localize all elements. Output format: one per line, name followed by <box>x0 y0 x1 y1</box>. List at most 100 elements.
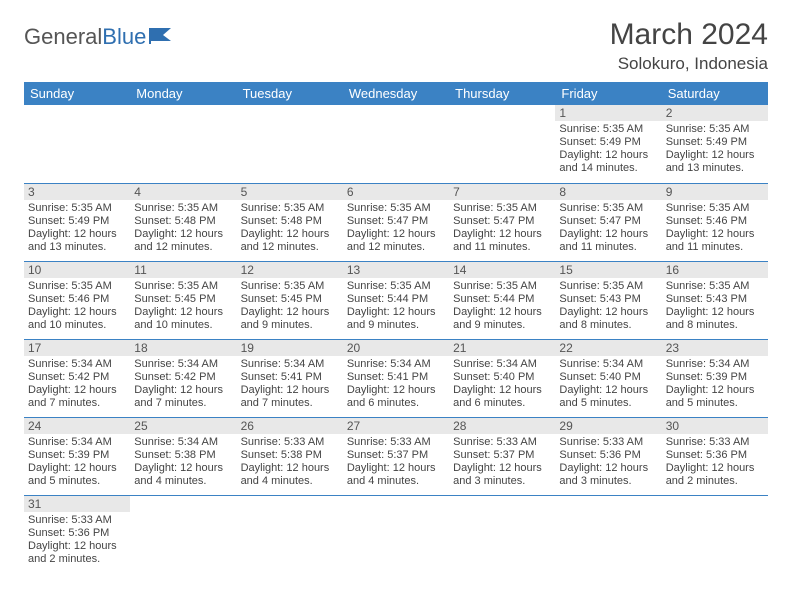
calendar-day-cell <box>130 105 236 183</box>
day-details: Sunrise: 5:35 AMSunset: 5:48 PMDaylight:… <box>130 200 236 256</box>
weekday-header: Wednesday <box>343 82 449 105</box>
daylight-text: Daylight: 12 hours and 4 minutes. <box>134 462 232 488</box>
calendar-day-cell: 16Sunrise: 5:35 AMSunset: 5:43 PMDayligh… <box>662 261 768 339</box>
sunrise-text: Sunrise: 5:35 AM <box>559 123 657 136</box>
daylight-text: Daylight: 12 hours and 10 minutes. <box>28 306 126 332</box>
sunset-text: Sunset: 5:36 PM <box>559 449 657 462</box>
day-number: 1 <box>555 105 661 121</box>
day-number: 9 <box>662 184 768 200</box>
calendar-day-cell: 26Sunrise: 5:33 AMSunset: 5:38 PMDayligh… <box>237 417 343 495</box>
sunset-text: Sunset: 5:36 PM <box>666 449 764 462</box>
day-details: Sunrise: 5:34 AMSunset: 5:42 PMDaylight:… <box>24 356 130 412</box>
daylight-text: Daylight: 12 hours and 3 minutes. <box>453 462 551 488</box>
daylight-text: Daylight: 12 hours and 2 minutes. <box>28 540 126 566</box>
day-number-empty <box>343 105 449 121</box>
sunset-text: Sunset: 5:39 PM <box>666 371 764 384</box>
day-details: Sunrise: 5:34 AMSunset: 5:39 PMDaylight:… <box>24 434 130 490</box>
daylight-text: Daylight: 12 hours and 4 minutes. <box>241 462 339 488</box>
weekday-header: Thursday <box>449 82 555 105</box>
sunrise-text: Sunrise: 5:34 AM <box>241 358 339 371</box>
calendar-day-cell: 18Sunrise: 5:34 AMSunset: 5:42 PMDayligh… <box>130 339 236 417</box>
sunset-text: Sunset: 5:49 PM <box>666 136 764 149</box>
day-details: Sunrise: 5:35 AMSunset: 5:47 PMDaylight:… <box>343 200 449 256</box>
day-number: 10 <box>24 262 130 278</box>
sunrise-text: Sunrise: 5:34 AM <box>453 358 551 371</box>
sunset-text: Sunset: 5:45 PM <box>134 293 232 306</box>
day-number: 16 <box>662 262 768 278</box>
daylight-text: Daylight: 12 hours and 3 minutes. <box>559 462 657 488</box>
sunset-text: Sunset: 5:47 PM <box>347 215 445 228</box>
calendar-day-cell: 1Sunrise: 5:35 AMSunset: 5:49 PMDaylight… <box>555 105 661 183</box>
calendar-day-cell: 9Sunrise: 5:35 AMSunset: 5:46 PMDaylight… <box>662 183 768 261</box>
logo-flag-icon <box>149 26 175 44</box>
calendar-day-cell: 23Sunrise: 5:34 AMSunset: 5:39 PMDayligh… <box>662 339 768 417</box>
sunrise-text: Sunrise: 5:34 AM <box>134 436 232 449</box>
daylight-text: Daylight: 12 hours and 7 minutes. <box>28 384 126 410</box>
sunset-text: Sunset: 5:47 PM <box>559 215 657 228</box>
calendar-day-cell: 6Sunrise: 5:35 AMSunset: 5:47 PMDaylight… <box>343 183 449 261</box>
calendar-day-cell: 8Sunrise: 5:35 AMSunset: 5:47 PMDaylight… <box>555 183 661 261</box>
day-details: Sunrise: 5:35 AMSunset: 5:43 PMDaylight:… <box>662 278 768 334</box>
sunset-text: Sunset: 5:36 PM <box>28 527 126 540</box>
calendar-day-cell: 24Sunrise: 5:34 AMSunset: 5:39 PMDayligh… <box>24 417 130 495</box>
day-details: Sunrise: 5:34 AMSunset: 5:42 PMDaylight:… <box>130 356 236 412</box>
sunrise-text: Sunrise: 5:35 AM <box>347 202 445 215</box>
day-details: Sunrise: 5:35 AMSunset: 5:44 PMDaylight:… <box>343 278 449 334</box>
calendar-day-cell <box>449 105 555 183</box>
daylight-text: Daylight: 12 hours and 5 minutes. <box>559 384 657 410</box>
sunset-text: Sunset: 5:38 PM <box>241 449 339 462</box>
day-details: Sunrise: 5:34 AMSunset: 5:41 PMDaylight:… <box>237 356 343 412</box>
daylight-text: Daylight: 12 hours and 8 minutes. <box>559 306 657 332</box>
sunrise-text: Sunrise: 5:34 AM <box>28 358 126 371</box>
day-details: Sunrise: 5:35 AMSunset: 5:44 PMDaylight:… <box>449 278 555 334</box>
day-number: 21 <box>449 340 555 356</box>
day-details: Sunrise: 5:35 AMSunset: 5:47 PMDaylight:… <box>449 200 555 256</box>
sunrise-text: Sunrise: 5:35 AM <box>134 280 232 293</box>
sunset-text: Sunset: 5:43 PM <box>559 293 657 306</box>
day-number-empty <box>662 496 768 512</box>
calendar-day-cell: 21Sunrise: 5:34 AMSunset: 5:40 PMDayligh… <box>449 339 555 417</box>
sunrise-text: Sunrise: 5:35 AM <box>28 280 126 293</box>
calendar-day-cell: 5Sunrise: 5:35 AMSunset: 5:48 PMDaylight… <box>237 183 343 261</box>
day-number: 19 <box>237 340 343 356</box>
day-number: 13 <box>343 262 449 278</box>
daylight-text: Daylight: 12 hours and 11 minutes. <box>453 228 551 254</box>
calendar-day-cell: 17Sunrise: 5:34 AMSunset: 5:42 PMDayligh… <box>24 339 130 417</box>
day-number: 2 <box>662 105 768 121</box>
sunset-text: Sunset: 5:48 PM <box>134 215 232 228</box>
weekday-header: Monday <box>130 82 236 105</box>
day-number-empty <box>237 496 343 512</box>
calendar-day-cell: 30Sunrise: 5:33 AMSunset: 5:36 PMDayligh… <box>662 417 768 495</box>
calendar-week-row: 24Sunrise: 5:34 AMSunset: 5:39 PMDayligh… <box>24 417 768 495</box>
calendar-day-cell <box>343 495 449 573</box>
day-details: Sunrise: 5:35 AMSunset: 5:46 PMDaylight:… <box>662 200 768 256</box>
calendar-day-cell <box>24 105 130 183</box>
daylight-text: Daylight: 12 hours and 7 minutes. <box>134 384 232 410</box>
day-details: Sunrise: 5:35 AMSunset: 5:49 PMDaylight:… <box>555 121 661 177</box>
calendar-day-cell <box>237 105 343 183</box>
day-number: 15 <box>555 262 661 278</box>
sunrise-text: Sunrise: 5:35 AM <box>666 202 764 215</box>
day-number: 12 <box>237 262 343 278</box>
sunset-text: Sunset: 5:37 PM <box>347 449 445 462</box>
calendar-day-cell: 15Sunrise: 5:35 AMSunset: 5:43 PMDayligh… <box>555 261 661 339</box>
day-number: 23 <box>662 340 768 356</box>
day-number: 14 <box>449 262 555 278</box>
day-details: Sunrise: 5:34 AMSunset: 5:41 PMDaylight:… <box>343 356 449 412</box>
weekday-header: Sunday <box>24 82 130 105</box>
sunset-text: Sunset: 5:41 PM <box>347 371 445 384</box>
sunset-text: Sunset: 5:42 PM <box>28 371 126 384</box>
sunrise-text: Sunrise: 5:34 AM <box>28 436 126 449</box>
daylight-text: Daylight: 12 hours and 8 minutes. <box>666 306 764 332</box>
calendar-week-row: 10Sunrise: 5:35 AMSunset: 5:46 PMDayligh… <box>24 261 768 339</box>
calendar-week-row: 31Sunrise: 5:33 AMSunset: 5:36 PMDayligh… <box>24 495 768 573</box>
sunset-text: Sunset: 5:40 PM <box>559 371 657 384</box>
daylight-text: Daylight: 12 hours and 12 minutes. <box>134 228 232 254</box>
calendar-day-cell: 22Sunrise: 5:34 AMSunset: 5:40 PMDayligh… <box>555 339 661 417</box>
sunset-text: Sunset: 5:42 PM <box>134 371 232 384</box>
day-number: 28 <box>449 418 555 434</box>
calendar-day-cell: 14Sunrise: 5:35 AMSunset: 5:44 PMDayligh… <box>449 261 555 339</box>
sunrise-text: Sunrise: 5:35 AM <box>347 280 445 293</box>
day-number: 24 <box>24 418 130 434</box>
day-details: Sunrise: 5:33 AMSunset: 5:37 PMDaylight:… <box>449 434 555 490</box>
